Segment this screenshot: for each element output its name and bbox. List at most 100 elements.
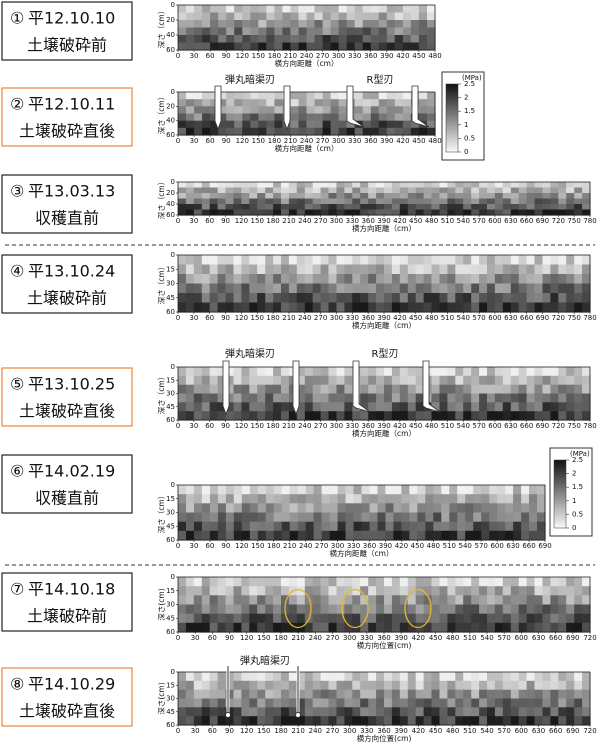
heatmap-cell <box>394 92 404 100</box>
heatmap-cell <box>241 193 250 200</box>
heatmap-cell <box>352 689 361 700</box>
heatmap-cell <box>386 35 396 44</box>
heatmap-cell <box>320 689 330 700</box>
heatmap-cell <box>328 672 337 682</box>
heatmap-cell <box>320 707 330 717</box>
heatmap-cell <box>201 384 211 395</box>
x-tick-label: 510 <box>463 727 476 735</box>
heatmap-cell <box>384 384 393 395</box>
heatmap-cell <box>518 264 528 275</box>
heatmap-cell <box>250 113 259 122</box>
heatmap-cell <box>241 411 250 421</box>
x-tick-label: 360 <box>363 542 376 550</box>
heatmap-cell <box>384 577 393 587</box>
heatmap-cell <box>360 577 369 587</box>
heatmap-cell <box>249 512 259 523</box>
heatmap-cell <box>209 375 219 386</box>
heatmap-cell <box>410 20 420 29</box>
heatmap-cell <box>526 264 536 275</box>
x-tick-label: 30 <box>191 727 200 735</box>
heatmap-cell <box>384 375 393 386</box>
heatmap-cell <box>574 283 583 294</box>
heatmap-cell <box>186 120 195 129</box>
heatmap-cell <box>455 393 464 403</box>
heatmap-cell <box>328 375 337 386</box>
heatmap-cell <box>510 302 520 313</box>
heatmap-cell <box>274 99 283 107</box>
heatmap-cell <box>489 521 498 532</box>
heatmap-cell <box>344 283 353 294</box>
heatmap-cell <box>336 204 345 211</box>
heatmap-cell <box>312 187 322 194</box>
heatmap-cell <box>574 375 583 386</box>
heatmap-cell <box>312 182 322 189</box>
heatmap-cell <box>217 302 227 313</box>
heatmap-cell <box>225 586 234 596</box>
heatmap-cell <box>217 672 227 682</box>
heatmap-cell <box>185 689 195 700</box>
heatmap-cell <box>288 698 298 708</box>
heatmap-cell <box>178 209 187 216</box>
heatmap-cell <box>344 274 353 285</box>
heatmap-cell <box>296 384 306 395</box>
heatmap-cell <box>394 12 404 21</box>
heatmap-cell <box>304 672 314 682</box>
heatmap-cell <box>550 264 559 275</box>
heatmap-cell <box>487 595 496 606</box>
heatmap-cell <box>542 384 551 395</box>
heatmap-cell <box>433 494 442 504</box>
heatmap-cell <box>234 92 243 100</box>
heatmap-cell <box>265 512 275 523</box>
heatmap-cell <box>344 182 353 189</box>
heatmap-cell <box>281 274 290 285</box>
heatmap-cell <box>345 530 355 541</box>
heatmap-cell <box>542 613 551 624</box>
heatmap-cell <box>415 198 425 205</box>
heatmap-cell <box>193 375 203 386</box>
heatmap-cell <box>304 411 314 421</box>
heatmap-cell <box>241 613 250 624</box>
heatmap-cell <box>320 187 330 194</box>
x-tick-label: 150 <box>251 314 264 322</box>
heatmap-cell <box>542 402 551 412</box>
heatmap-cell <box>320 402 330 412</box>
heatmap-cell <box>194 20 203 29</box>
heatmap-cell <box>487 193 496 200</box>
heatmap-cell <box>431 595 440 606</box>
x-tick-label: 210 <box>282 422 295 430</box>
heatmap-cell <box>542 689 551 700</box>
heatmap-cell <box>201 680 211 691</box>
heatmap-cell <box>328 283 337 294</box>
heatmap-cell <box>346 35 356 44</box>
heatmap-cell <box>505 494 514 504</box>
heatmap-cell <box>550 716 559 726</box>
heatmap-cell <box>376 411 385 421</box>
heatmap-cell <box>518 293 528 304</box>
panel-condition: 土壌破砕前 <box>27 36 107 55</box>
heatmap-cell <box>233 689 242 700</box>
heatmap-cell <box>185 302 195 313</box>
heatmap-cell <box>250 35 259 44</box>
heatmap-cell <box>418 20 428 29</box>
heatmap-cell <box>431 680 440 691</box>
heatmap-cell <box>502 577 512 587</box>
heatmap-cell <box>471 198 480 205</box>
heatmap-cell <box>304 384 314 395</box>
heatmap-cell <box>250 106 259 115</box>
legend-colorbar <box>445 83 459 153</box>
heatmap-cell <box>487 198 496 205</box>
heatmap-cell <box>209 485 219 495</box>
heatmap-cell <box>330 92 340 100</box>
heatmap-cell <box>217 689 227 700</box>
heatmap-cell <box>423 672 433 682</box>
heatmap-cell <box>354 106 364 115</box>
heatmap-cell <box>344 622 353 633</box>
heatmap-cell <box>447 187 456 194</box>
heatmap-cell <box>281 393 290 403</box>
x-tick-label: 630 <box>504 217 517 225</box>
x-tick-label: 720 <box>583 727 596 735</box>
heatmap-cell <box>574 187 583 194</box>
heatmap-cell <box>566 182 575 189</box>
heatmap-cell <box>394 120 404 129</box>
x-tick-label: 240 <box>300 52 313 60</box>
